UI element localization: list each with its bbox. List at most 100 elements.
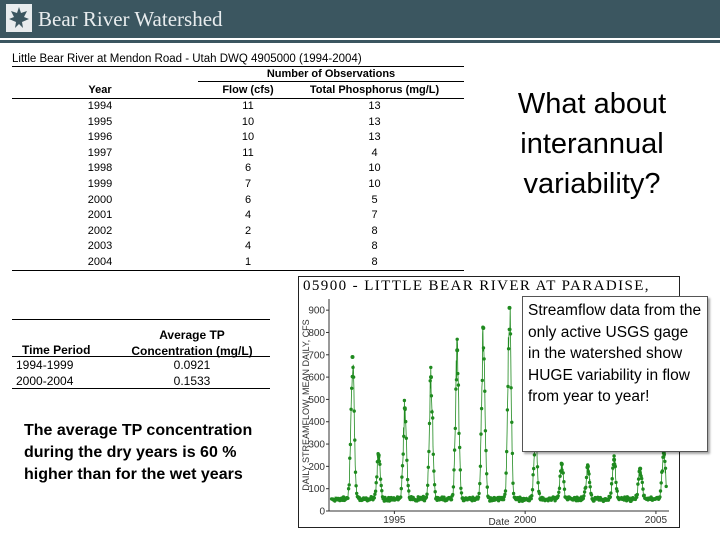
data-point <box>613 464 617 469</box>
maple-leaf-icon <box>6 4 32 32</box>
data-point <box>562 480 566 484</box>
data-point <box>405 477 410 482</box>
table-row: 1998 6 10 <box>12 161 464 177</box>
data-point <box>587 480 592 485</box>
chart-title: 05900 - LITTLE BEAR RIVER AT PARADISE, <box>303 278 650 294</box>
flow-cell: 6 <box>244 162 252 175</box>
data-point <box>454 378 459 382</box>
data-point <box>379 483 383 488</box>
table-row: 1996 10 13 <box>12 130 464 146</box>
data-point <box>529 497 533 501</box>
data-point <box>426 465 430 469</box>
data-point <box>399 495 403 499</box>
data-point <box>452 468 456 472</box>
data-point <box>658 495 662 499</box>
data-point <box>510 451 515 456</box>
data-point <box>478 481 482 486</box>
data-point <box>378 477 383 481</box>
y-tick-label: 0 <box>319 507 325 518</box>
data-point <box>558 474 562 478</box>
tp-cell: 4 <box>371 146 378 159</box>
concentration-header-line2: Concentration (mg/L) <box>131 344 253 358</box>
data-point <box>501 497 506 502</box>
data-point <box>431 452 435 456</box>
data-point <box>431 416 435 420</box>
data-point <box>485 485 489 489</box>
data-point <box>399 486 403 491</box>
flow-cell: 7 <box>244 177 252 190</box>
data-point <box>400 475 404 479</box>
data-point <box>352 409 356 413</box>
data-point <box>404 436 408 440</box>
data-point <box>458 468 462 472</box>
average-tp-table: Time Period Average TP Concentration (mg/… <box>12 319 270 389</box>
data-point <box>582 490 587 494</box>
y-tick-label: 900 <box>308 306 325 317</box>
data-point <box>530 494 534 498</box>
period-cell: 2000-2004 <box>16 374 74 388</box>
flow-cell: 4 <box>244 240 252 253</box>
table-row: 1994 11 13 <box>12 99 464 115</box>
year-cell: 2002 <box>87 224 113 237</box>
table-row: 2002 2 8 <box>12 224 464 240</box>
annual-peak-point <box>350 355 355 359</box>
flow-cell: 2 <box>244 224 252 237</box>
data-point <box>483 389 487 393</box>
observations-table-title: Little Bear River at Mendon Road - Utah … <box>12 51 464 67</box>
data-point <box>562 487 567 491</box>
data-point <box>373 492 377 496</box>
table-top-rule <box>12 319 270 323</box>
data-point <box>636 482 640 486</box>
data-point <box>433 490 437 494</box>
x-tick-label: 2005 <box>645 515 668 526</box>
tp-cell: 8 <box>371 240 378 253</box>
data-point <box>402 398 407 403</box>
data-point <box>608 495 612 499</box>
data-point <box>508 332 513 336</box>
column-header-year: Year <box>88 84 112 96</box>
data-point <box>453 426 457 431</box>
data-point <box>609 482 614 486</box>
data-point <box>483 429 488 433</box>
data-point <box>658 489 663 493</box>
data-point <box>449 497 454 502</box>
data-point <box>660 469 665 473</box>
data-point <box>349 407 353 411</box>
concentration-header-line1: Average TP <box>159 328 225 342</box>
interannual-question: What about interannual variability? <box>517 88 667 200</box>
y-tick-label: 800 <box>308 328 325 339</box>
observations-subheader: Number of Observations <box>12 67 464 83</box>
data-point <box>612 454 616 458</box>
year-cell: 1995 <box>87 115 113 128</box>
data-point <box>610 477 614 481</box>
data-point <box>480 378 484 383</box>
data-point <box>535 465 540 469</box>
table-row: 2003 4 8 <box>12 239 464 255</box>
data-point <box>456 383 461 387</box>
year-cell: 2003 <box>87 240 113 253</box>
data-point <box>581 496 585 501</box>
y-tick-label: 500 <box>308 395 325 406</box>
annual-peak-point <box>481 326 486 330</box>
data-point <box>378 462 382 466</box>
table-row: 1997 11 4 <box>12 146 464 162</box>
annual-peak-point <box>559 462 564 467</box>
average-tp-header-row: Time Period Average TP Concentration (mg/… <box>12 323 270 358</box>
table-row: 2000-2004 0.1533 <box>12 373 270 389</box>
data-point <box>561 471 565 475</box>
y-tick-label: 200 <box>308 462 325 473</box>
data-point <box>584 485 588 489</box>
annual-peak-point <box>507 305 512 310</box>
data-point <box>504 471 508 475</box>
data-point <box>348 442 353 447</box>
data-point <box>401 452 405 456</box>
header-divider <box>0 40 720 43</box>
concentration-cell: 0.0921 <box>173 358 211 372</box>
streamflow-chart-svg: 0 100 200 300 400 500 600 700 800 900 1995 2000 2005… <box>301 299 669 527</box>
data-point <box>503 492 507 496</box>
data-point <box>459 486 463 490</box>
table-row: 2001 4 7 <box>12 208 464 224</box>
data-point <box>375 475 379 479</box>
data-point <box>503 489 508 493</box>
data-point <box>348 456 352 460</box>
